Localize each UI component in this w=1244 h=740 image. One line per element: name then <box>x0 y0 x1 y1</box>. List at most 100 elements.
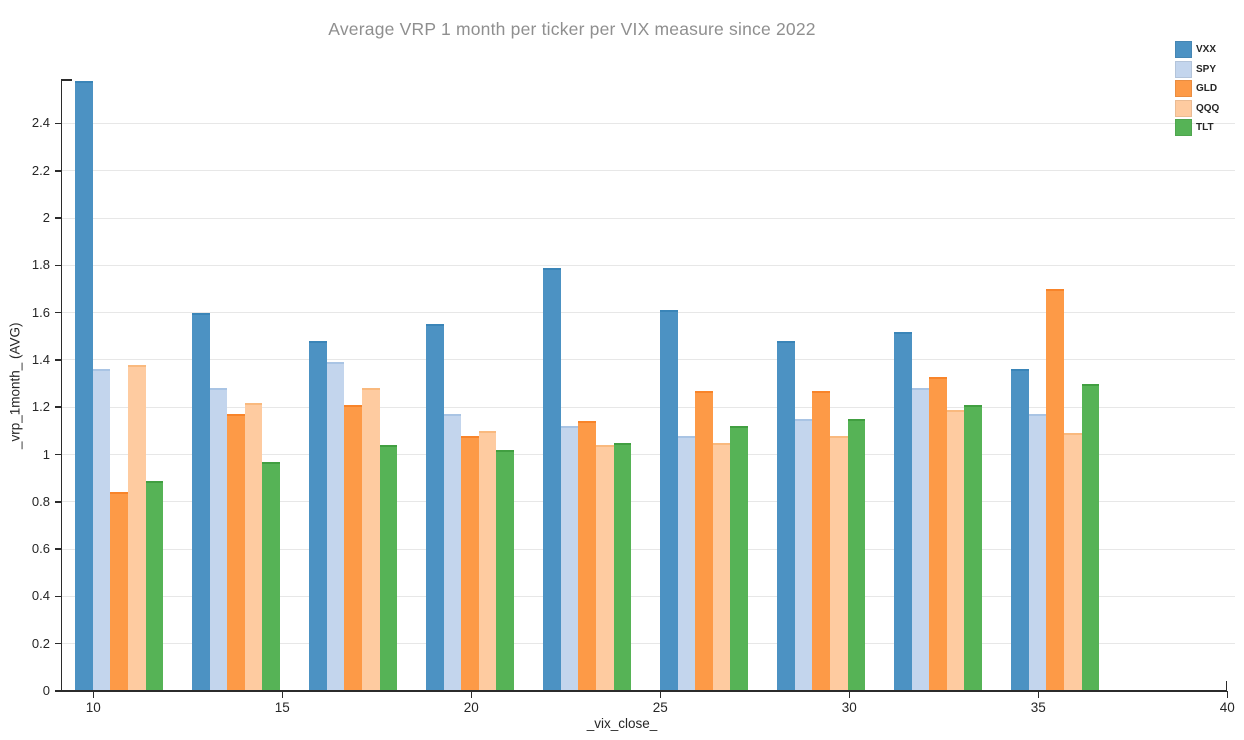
y-tick-label-0: 0 <box>42 683 50 698</box>
y-tick-label-0.2: 0.2 <box>31 635 50 651</box>
gridline-y-0.8 <box>62 501 1235 503</box>
y-tick-2.2 <box>55 170 62 172</box>
x-tick-30 <box>848 691 851 698</box>
gridline-y-0.6 <box>62 548 1235 550</box>
legend-label-spy: SPY <box>1196 63 1217 75</box>
gridline-y-1.8 <box>62 264 1235 266</box>
bar-qqq-group2 <box>244 402 263 691</box>
bar-gld-group7 <box>812 390 830 691</box>
bar-qqq-group7 <box>829 435 848 691</box>
y-tick-1.6 <box>55 311 62 314</box>
bar-spy-group2 <box>209 388 228 691</box>
y-tick-0.8 <box>55 501 62 503</box>
legend-item-tlt: TLT <box>1175 119 1219 136</box>
bar-tlt-group4 <box>496 449 514 691</box>
y-tick-label-1.2: 1.2 <box>31 399 50 415</box>
bar-tlt-group7 <box>847 419 866 691</box>
y-tick-label-0.4: 0.4 <box>31 588 50 604</box>
y-tick-label-2: 2 <box>42 210 50 226</box>
legend-item-spy: SPY <box>1175 60 1219 78</box>
bar-spy-group5 <box>560 426 579 691</box>
y-tick-label-1.6: 1.6 <box>31 304 50 320</box>
bar-qqq-group6 <box>712 442 731 691</box>
gridline-y-2 <box>62 217 1235 219</box>
y-tick-2.4 <box>55 122 62 125</box>
legend-item-qqq: QQQ <box>1175 99 1220 117</box>
bar-vxx-group5 <box>543 267 561 691</box>
legend-label-gld: GLD <box>1196 83 1218 94</box>
bar-spy-group6 <box>677 435 696 691</box>
x-tick-label-30: 30 <box>841 700 857 715</box>
y-tick-label-0.8: 0.8 <box>31 493 50 509</box>
y-tick-label-1.8: 1.8 <box>31 257 50 273</box>
y-tick-1.2 <box>55 406 62 408</box>
gridline-y-1.6 <box>62 312 1235 314</box>
bar-vxx-group4 <box>425 324 444 691</box>
bar-gld-group8 <box>929 376 947 691</box>
legend: VXX SPY GLD QQQ TLT <box>1175 41 1219 136</box>
bar-spy-group8 <box>911 388 930 691</box>
bar-spy-group3 <box>326 362 345 691</box>
bar-qqq-group3 <box>361 388 380 691</box>
bar-gld-group5 <box>578 421 596 691</box>
bar-tlt-group6 <box>730 426 748 691</box>
x-tick-40 <box>1226 691 1229 698</box>
gridline-y-0.4 <box>62 595 1235 597</box>
bar-spy-group1 <box>92 369 111 691</box>
gridline-y-1.4 <box>62 359 1235 361</box>
chart-title: Average VRP 1 month per ticker per VIX m… <box>328 19 816 39</box>
x-tick-20 <box>470 691 473 698</box>
legend-swatch-qqq <box>1175 99 1192 117</box>
y-tick-label-1.4: 1.4 <box>31 351 50 367</box>
legend-swatch-spy <box>1175 60 1192 78</box>
gridline-y-2.4 <box>62 122 1235 124</box>
bar-gld-group9 <box>1046 289 1064 691</box>
bar-vxx-group2 <box>191 312 210 691</box>
legend-item-gld: GLD <box>1175 80 1219 97</box>
x-tick-label-25: 25 <box>652 700 668 715</box>
bar-tlt-group2 <box>262 461 281 691</box>
x-axis-end-cap <box>1225 681 1227 691</box>
y-tick-label-2.2: 2.2 <box>31 162 50 178</box>
x-tick-label-20: 20 <box>463 700 479 715</box>
gridline-y-2.2 <box>62 170 1235 172</box>
bar-qqq-group5 <box>595 445 614 691</box>
gridline-y-1 <box>62 454 1235 456</box>
bar-vxx-group9 <box>1011 369 1029 691</box>
bar-qqq-group9 <box>1063 433 1082 691</box>
y-tick-2 <box>55 217 62 219</box>
bar-qqq-group8 <box>946 409 965 691</box>
y-tick-label-1: 1 <box>42 446 50 462</box>
x-tick-15 <box>281 691 284 698</box>
bar-gld-group1 <box>110 492 128 691</box>
gridline-y-0.2 <box>62 643 1235 645</box>
legend-swatch-gld <box>1175 80 1192 97</box>
x-axis-line <box>60 690 1227 692</box>
bar-tlt-group5 <box>613 442 632 691</box>
bar-vxx-group8 <box>893 331 912 691</box>
bar-tlt-group8 <box>964 404 982 691</box>
legend-swatch-tlt <box>1175 119 1192 136</box>
bar-tlt-group1 <box>145 480 164 691</box>
bar-vxx-group3 <box>309 341 327 691</box>
legend-swatch-vxx <box>1175 41 1192 58</box>
bar-gld-group6 <box>695 390 713 691</box>
x-tick-25 <box>659 691 662 698</box>
bar-gld-group4 <box>461 435 479 691</box>
y-tick-label-2.4: 2.4 <box>31 115 50 131</box>
bar-vxx-group6 <box>659 310 678 691</box>
y-tick-0.4 <box>55 595 62 598</box>
y-tick-1 <box>55 453 62 456</box>
legend-label-qqq: QQQ <box>1196 102 1220 114</box>
bar-tlt-group9 <box>1081 383 1100 691</box>
gridline-y-1.2 <box>62 406 1235 408</box>
legend-item-vxx: VXX <box>1175 41 1219 58</box>
legend-label-vxx: VXX <box>1196 44 1217 55</box>
bar-vxx-group1 <box>75 80 93 691</box>
x-tick-10 <box>92 691 95 698</box>
x-tick-35 <box>1037 691 1040 698</box>
bar-spy-group9 <box>1028 414 1047 691</box>
x-tick-label-10: 10 <box>85 700 101 715</box>
